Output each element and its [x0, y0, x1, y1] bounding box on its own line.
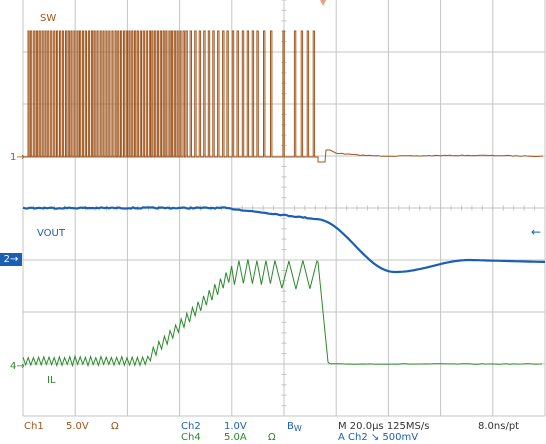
ch2-label[interactable]: Ch2 — [181, 421, 201, 432]
ch4-scale: 5.0A — [224, 432, 247, 443]
arrow-right-icon: → — [16, 152, 25, 163]
trigger-position-marker: ▼ — [320, 0, 327, 7]
ch1-reference-label: 1 — [10, 152, 17, 163]
bandwidth-sub: W — [293, 424, 302, 433]
ch1-coupling: Ω — [111, 421, 119, 432]
trigger-readout[interactable]: A Ch2 ↘ 500mV — [338, 432, 419, 443]
bandwidth-label: B — [287, 421, 294, 432]
arrow-right-icon: → — [16, 361, 25, 372]
ch1-scale: 5.0V — [66, 421, 89, 432]
sw-label: SW — [40, 13, 57, 24]
ch2-reference-label: 2 — [3, 254, 10, 265]
timebase-readout[interactable]: M 20.0µs 125MS/s — [338, 421, 430, 432]
vout-label: VOUT — [37, 228, 65, 239]
il-trace — [22, 259, 543, 368]
trigger-level-marker[interactable]: ← — [531, 225, 542, 239]
bandwidth-limit: BW — [287, 421, 302, 434]
ch1-reference-marker[interactable]: 1→ — [10, 152, 25, 163]
record-readout: 8.0ns/pt — [478, 421, 520, 432]
ch2-scale: 1.0V — [224, 421, 247, 432]
ch4-label[interactable]: Ch4 — [181, 432, 201, 443]
ch1-label[interactable]: Ch1 — [24, 421, 44, 432]
ch4-reference-marker[interactable]: 4→ — [10, 361, 25, 372]
ch2-reference-marker[interactable]: 2→ — [0, 253, 22, 266]
ch4-coupling: Ω — [268, 432, 276, 443]
vout-trace — [22, 206, 546, 274]
ch4-reference-label: 4 — [10, 361, 17, 372]
sw-trace — [23, 30, 544, 163]
il-label: IL — [47, 375, 56, 386]
arrow-right-icon: → — [9, 254, 19, 265]
